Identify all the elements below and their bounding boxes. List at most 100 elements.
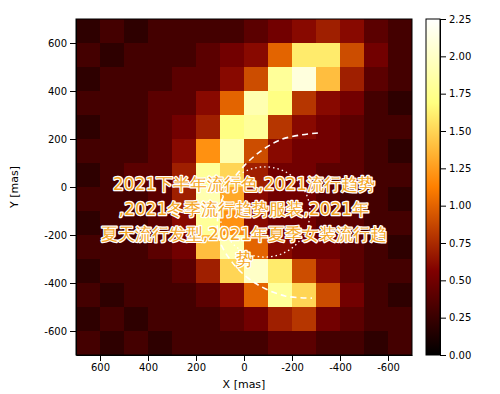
annotation: ,2021冬季流行趋势服装,2021年 (119, 199, 369, 219)
heat-cell (244, 307, 269, 332)
tick-label: 1.00 (449, 200, 471, 211)
heat-cell (196, 91, 221, 116)
heat-cell (148, 283, 173, 308)
heat-cell (388, 43, 412, 68)
tick-label: 0.25 (449, 312, 471, 323)
heat-cell (364, 331, 389, 355)
tick-mark (70, 283, 76, 284)
heat-cell (76, 331, 101, 355)
tick: -400 (329, 355, 352, 373)
heat-cell (244, 115, 269, 140)
tick-mark (196, 355, 197, 361)
tick-mark (244, 355, 245, 361)
heat-cell (220, 307, 245, 332)
heat-cell (244, 331, 269, 355)
heat-cell (100, 139, 125, 164)
heat-cell (172, 283, 197, 308)
heat-cell (220, 331, 245, 355)
heat-cell (340, 139, 365, 164)
heat-cell (124, 43, 149, 68)
heat-cell (364, 283, 389, 308)
x-axis-title: X [mas] (223, 378, 266, 391)
tick: 200 (187, 355, 206, 373)
heat-cell (340, 91, 365, 116)
tick-mark (340, 355, 341, 361)
tick-mark (440, 318, 446, 319)
tick-label: -400 (44, 278, 67, 289)
heat-cell (316, 259, 341, 284)
tick: 400 (48, 86, 76, 97)
heat-cell (124, 19, 149, 44)
heat-cell (148, 91, 173, 116)
heat-cell (340, 115, 365, 140)
heat-cell (388, 19, 412, 44)
heat-cell (388, 235, 412, 260)
plot-area (76, 19, 412, 355)
heat-cell (340, 43, 365, 68)
heat-cell (268, 331, 293, 355)
heat-cell (316, 331, 341, 355)
heat-cell (292, 283, 317, 308)
heat-cell (292, 67, 317, 92)
heat-cell (172, 259, 197, 284)
heat-cell (316, 139, 341, 164)
tick-mark (440, 206, 446, 207)
heat-cell (124, 283, 149, 308)
heat-cell (100, 259, 125, 284)
heat-cell (196, 139, 221, 164)
heat-cell (364, 43, 389, 68)
heat-cell (76, 163, 101, 188)
chart: 6004002000-200-400-600-600-400-200020040… (0, 0, 500, 394)
tick-label: 600 (91, 362, 110, 373)
heat-cell (196, 331, 221, 355)
heat-cell (244, 283, 269, 308)
heat-cell (292, 19, 317, 44)
heat-cell (196, 67, 221, 92)
heat-cell (364, 139, 389, 164)
heat-cell (76, 307, 101, 332)
tick: -200 (44, 230, 76, 241)
heat-cell (220, 139, 245, 164)
tick-label: -200 (281, 362, 304, 373)
tick-mark (70, 43, 76, 44)
tick-mark (70, 331, 76, 332)
heat-cell (292, 43, 317, 68)
heat-cell (148, 331, 173, 355)
tick-label: 0 (61, 182, 67, 193)
tick-label: 1.25 (449, 163, 471, 174)
heat-cell (76, 43, 101, 68)
heat-cell (388, 307, 412, 332)
tick-label: 0.50 (449, 275, 471, 286)
tick: 0 (61, 182, 76, 193)
heat-cell (196, 307, 221, 332)
heat-cell (148, 43, 173, 68)
heat-cell (364, 259, 389, 284)
heat-cell (76, 259, 101, 284)
tick-label: 600 (48, 38, 67, 49)
tick-mark (440, 243, 446, 244)
heat-cell (388, 331, 412, 355)
heat-cell (268, 91, 293, 116)
tick-label: -200 (44, 230, 67, 241)
heat-cell (196, 259, 221, 284)
tick-mark (440, 355, 446, 356)
heat-cell (124, 139, 149, 164)
heat-cell (172, 115, 197, 140)
tick-mark (70, 235, 76, 236)
heat-cell (100, 331, 125, 355)
heat-cell (364, 91, 389, 116)
tick: 2.00 (440, 51, 471, 62)
heat-cell (364, 67, 389, 92)
tick-label: 400 (48, 86, 67, 97)
heat-cell (172, 331, 197, 355)
heat-cell (100, 19, 125, 44)
tick: -600 (377, 355, 400, 373)
heat-cell (292, 331, 317, 355)
heat-cell (100, 91, 125, 116)
heat-cell (316, 91, 341, 116)
colorbar (426, 19, 440, 355)
heat-cell (292, 139, 317, 164)
heat-cell (388, 67, 412, 92)
heat-cell (340, 331, 365, 355)
tick: 1.25 (440, 163, 471, 174)
